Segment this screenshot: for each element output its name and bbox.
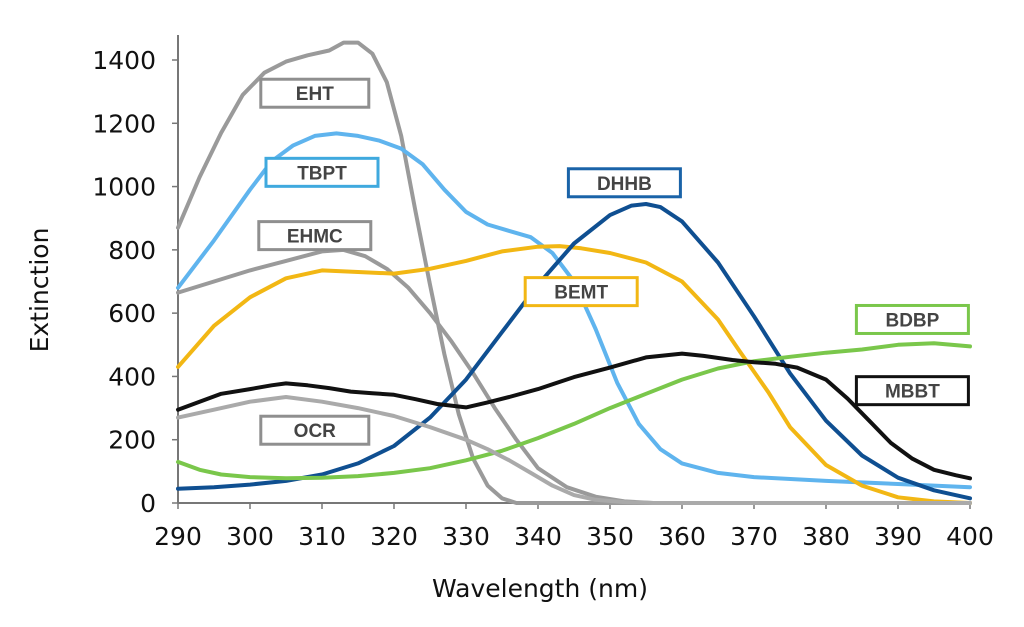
y-tick-label: 1400: [92, 46, 156, 75]
y-tick-label: 1000: [92, 173, 156, 202]
series-line-tbpt: [176, 131, 972, 490]
label-box-frame: [854, 303, 970, 335]
x-tick-label: 400: [946, 522, 994, 551]
x-tick-label: 350: [586, 522, 634, 551]
x-axis-title: Wavelength (nm): [432, 574, 648, 603]
label-box-eht: EHT: [259, 77, 371, 109]
series-line-eht: [176, 40, 972, 505]
series-label-ehmc: EHMC: [287, 227, 343, 248]
series-label-bdbp: BDBP: [885, 310, 939, 331]
y-tick-label: 0: [140, 489, 156, 518]
y-tick-label: 400: [108, 362, 156, 391]
label-box-frame: [257, 220, 373, 252]
series-line-mbbt: [176, 351, 972, 481]
label-box-frame: [566, 167, 682, 199]
label-box-dhhb: DHHB: [566, 167, 682, 199]
label-box-ehmc: EHMC: [257, 220, 373, 252]
x-tick-label: 310: [298, 522, 346, 551]
label-box-tbpt: TBPT: [264, 156, 380, 188]
label-box-frame: [259, 414, 371, 446]
series-label-ocr: OCR: [294, 421, 337, 442]
series-line-ocr: [176, 395, 972, 505]
y-tick-label: 200: [108, 426, 156, 455]
series-line-bemt: [176, 244, 972, 505]
label-box-ocr: OCR: [259, 414, 371, 446]
label-box-frame: [264, 156, 380, 188]
label-box-bemt: BEMT: [523, 276, 639, 308]
series-line-ehmc: [176, 247, 972, 505]
label-box-frame: [259, 77, 371, 109]
series-layer: [176, 40, 972, 505]
series-label-bemt: BEMT: [554, 283, 608, 304]
x-tick-label: 320: [370, 522, 418, 551]
series-line-bdbp: [176, 341, 972, 481]
x-tick-label: 340: [514, 522, 562, 551]
label-boxes: EHT TBPT EHMC DHHB BEMT BDBP MBBT OCR: [257, 77, 970, 446]
x-tick-label: 380: [802, 522, 850, 551]
label-box-frame: [854, 375, 970, 407]
x-tick-label: 300: [226, 522, 274, 551]
label-box-bdbp: BDBP: [854, 303, 970, 335]
y-tick-label: 800: [108, 236, 156, 265]
series-line-dhhb: [176, 202, 972, 501]
x-tick-label: 360: [658, 522, 706, 551]
series-label-tbpt: TBPT: [297, 163, 347, 184]
label-box-mbbt: MBBT: [854, 375, 970, 407]
x-tick-label: 370: [730, 522, 778, 551]
axes: 290 300 310 320 330 340 350 360 370 380 390 400 0 200…: [92, 35, 994, 551]
x-tick-label: 290: [154, 522, 202, 551]
y-tick-label: 600: [108, 299, 156, 328]
label-box-frame: [523, 276, 639, 308]
series-label-dhhb: DHHB: [597, 174, 652, 195]
x-tick-label: 390: [874, 522, 922, 551]
series-label-eht: EHT: [296, 84, 334, 105]
series-label-mbbt: MBBT: [885, 382, 940, 403]
y-tick-label: 1200: [92, 109, 156, 138]
y-axis-title: Extinction: [25, 228, 54, 353]
x-tick-label: 330: [442, 522, 490, 551]
